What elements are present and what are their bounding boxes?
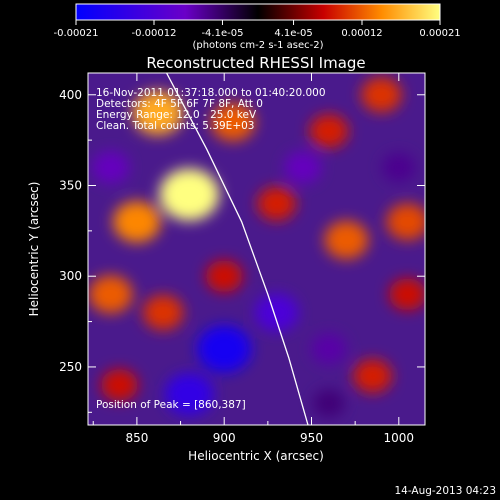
colorbar-tick-label: -0.00021	[54, 28, 99, 39]
footer-date: 14-Aug-2013 04:23	[394, 485, 496, 497]
annotation-line: Clean. Total counts: 5.39E+03	[96, 120, 254, 132]
peak-position-label: Position of Peak = [860,387]	[96, 399, 246, 411]
bright-source	[205, 260, 243, 293]
bright-source	[389, 278, 425, 311]
colorbar-tick-label: 0.00021	[419, 28, 460, 39]
bright-source	[100, 368, 138, 402]
x-tick-label: 900	[213, 431, 236, 445]
y-tick-label: 400	[59, 88, 82, 102]
chart-title: Reconstructed RHESSI Image	[146, 54, 365, 72]
annotation-line: Energy Range: 12.0 - 25.0 keV	[96, 109, 257, 121]
annotations: 16-Nov-2011 01:37:18.000 to 01:40:20.000…	[96, 87, 326, 132]
x-axis-label: Heliocentric X (arcsec)	[188, 449, 324, 463]
x-tick-label: 1000	[384, 431, 415, 445]
colorbar-tick-label: 0.00012	[341, 28, 382, 39]
x-tick-label: 850	[125, 431, 148, 445]
dark-source	[311, 333, 347, 365]
bright-source	[361, 77, 402, 113]
y-tick-label: 250	[59, 360, 82, 374]
bright-source	[88, 275, 133, 314]
annotation-line: 16-Nov-2011 01:37:18.000 to 01:40:20.000	[96, 87, 326, 99]
colorbar-gradient	[75, 3, 441, 21]
dark-source	[313, 389, 345, 418]
dark-source	[382, 152, 416, 182]
colorbar-tick-label: -0.00012	[132, 28, 177, 39]
x-tick-label: 950	[300, 431, 323, 445]
bright-source	[132, 90, 184, 136]
bright-source	[113, 201, 161, 243]
bright-source	[210, 102, 255, 142]
y-axis-label: Heliocentric Y (arcsec)	[27, 182, 41, 317]
colorbar-unit-label: (photons cm-2 s-1 asec-2)	[192, 40, 323, 51]
image-sources	[88, 77, 425, 418]
plot-frame	[87, 72, 426, 426]
bright-source	[353, 359, 393, 393]
bright-source	[386, 203, 425, 241]
solar-limb-curve	[165, 73, 309, 425]
colorbar-ticks: -0.00021 -0.00012 -4.1e-05 4.1e-05 0.00012 0.…	[54, 20, 461, 39]
y-tick-label: 350	[59, 178, 82, 192]
dark-source	[254, 293, 299, 332]
bright-source	[309, 114, 349, 148]
dark-source	[284, 151, 322, 184]
bright-source	[257, 186, 296, 221]
dark-source	[164, 372, 214, 416]
dark-source	[196, 325, 252, 373]
colorbar: -0.00021 -0.00012 -4.1e-05 4.1e-05 0.00012 0.…	[54, 3, 461, 51]
plot-area: 850 900 950 1000 250 300 350 400	[59, 72, 426, 445]
dark-source	[92, 151, 130, 184]
bright-source	[159, 168, 220, 221]
axis-ticks: 850 900 950 1000 250 300 350 400	[59, 73, 425, 445]
bright-source	[324, 220, 369, 260]
colorbar-tick-label: 4.1e-05	[274, 28, 312, 39]
bright-source	[142, 294, 184, 331]
colorbar-tick-label: -4.1e-05	[201, 28, 243, 39]
y-tick-label: 300	[59, 269, 82, 283]
annotation-line: Detectors: 4F 5F 6F 7F 8F, Att 0	[96, 98, 263, 110]
